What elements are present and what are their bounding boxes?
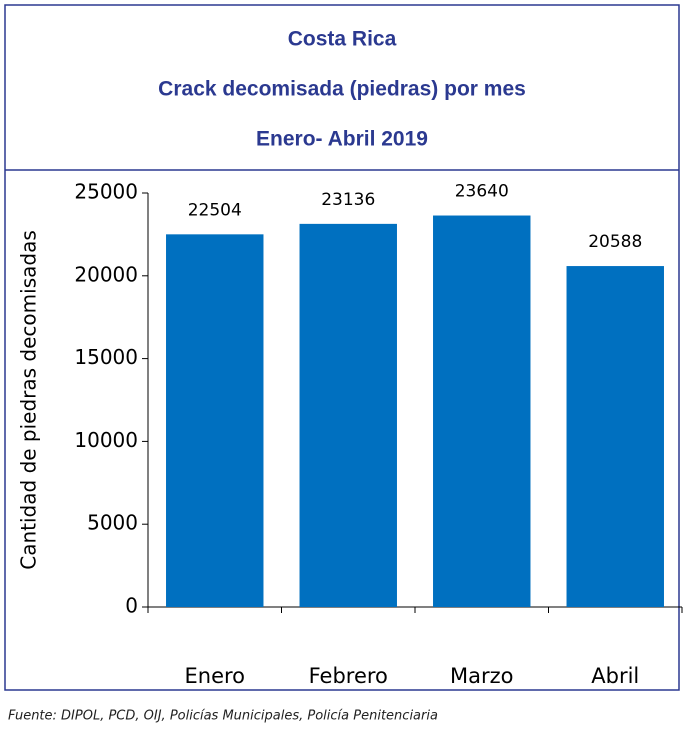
- value-label: 23640: [455, 182, 509, 202]
- x-tick-label: Febrero: [309, 664, 388, 688]
- chart-subtitle: Crack decomisada (piedras) por mes: [158, 78, 526, 101]
- value-label: 22504: [188, 200, 242, 220]
- y-axis-label: Cantidad de piedras decomisadas: [17, 230, 41, 569]
- bar: [566, 266, 664, 607]
- x-tick-label: Abril: [591, 664, 639, 688]
- x-tick-label: Enero: [184, 664, 245, 688]
- value-label: 23136: [321, 190, 375, 210]
- bar: [433, 215, 531, 607]
- frame: [4, 4, 680, 691]
- y-tick-label: 15000: [74, 345, 138, 369]
- y-tick-label: 0: [125, 594, 138, 618]
- chart-period: Enero- Abril 2019: [256, 128, 428, 151]
- value-label: 20588: [588, 232, 642, 252]
- bar: [166, 234, 264, 608]
- y-tick-label: 10000: [74, 428, 138, 452]
- source: Fuente: DIPOL, PCD, OIJ, Policías Munici…: [8, 709, 438, 724]
- y-tick-label: 25000: [74, 180, 138, 204]
- bar: [299, 223, 397, 607]
- x-tick-label: Marzo: [450, 664, 514, 688]
- chart-title: Costa Rica: [288, 28, 397, 51]
- y-tick-label: 20000: [74, 262, 138, 286]
- y-tick-label: 5000: [87, 511, 138, 535]
